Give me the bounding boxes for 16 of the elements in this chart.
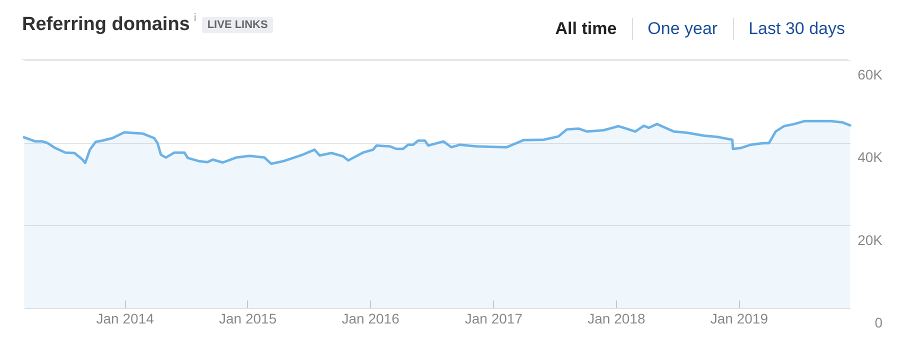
y-tick-label: 40K <box>858 149 884 166</box>
text: One year <box>646 19 719 39</box>
chart-title: Referring domains <box>22 14 190 36</box>
x-tick-label: Jan 2019 <box>710 310 768 326</box>
x-tick-label: Jan 2015 <box>219 310 277 326</box>
text: LIVE LINKS <box>202 17 273 33</box>
y-tick-label: 0 <box>874 314 883 330</box>
y-tick-label: 20K <box>858 232 884 248</box>
x-tick-label: Jan 2014 <box>96 310 154 326</box>
text: All time <box>554 19 618 39</box>
x-tick-label: Jan 2017 <box>464 310 523 326</box>
x-tick-label: Jan 2016 <box>342 310 400 326</box>
text: i <box>194 12 196 24</box>
text: Last 30 days <box>748 19 846 39</box>
x-tick-label: Jan 2018 <box>588 310 646 326</box>
y-tick-label: 60K <box>858 66 884 82</box>
